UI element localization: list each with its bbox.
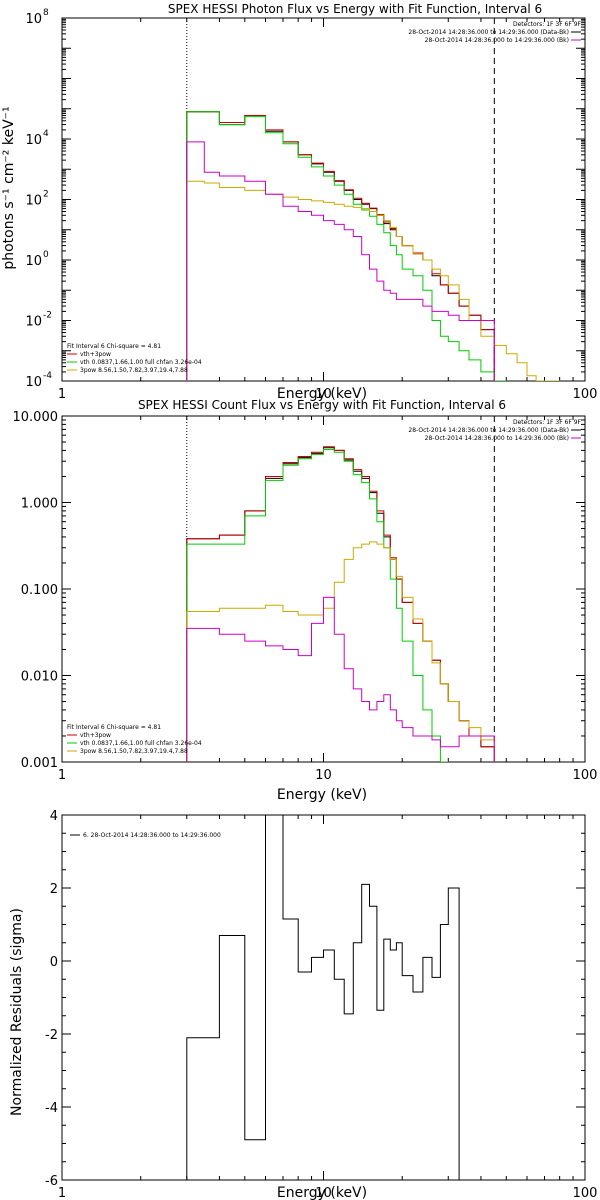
x-tick-label: 1 xyxy=(58,1186,66,1200)
y-tick-label: 10 xyxy=(25,375,42,390)
legend-header: Detectors: 1F 3F 6F 9F xyxy=(513,21,582,28)
legend-entry: 3pow 8.56,1.50,7.82,3.97,19.4,7.88 xyxy=(80,367,188,374)
x-tick-label: 1 xyxy=(58,768,66,783)
series-line-6 xyxy=(186,815,460,1180)
x-tick-label: 10 xyxy=(315,387,332,402)
count-flux-xlabel: Energy (keV) xyxy=(277,787,367,803)
legend-entry: 28-Oct-2014 14:28:36.000 to 14:29:36.000… xyxy=(408,29,569,36)
series-line-vth xyxy=(186,449,449,762)
legend-header: Detectors: 1F 3F 6F 9F xyxy=(513,419,582,426)
count-flux-panel: SPEX HESSI Count Flux vs Energy with Fit… xyxy=(13,398,598,803)
series-line-bk xyxy=(186,596,495,762)
legend-entry: vth+3pow xyxy=(80,351,111,358)
photon-flux-ylabel: photons s⁻¹ cm⁻² keV⁻¹ xyxy=(1,106,17,269)
count-flux-title: SPEX HESSI Count Flux vs Energy with Fit… xyxy=(138,398,506,412)
y-tick-exponent: 4 xyxy=(43,129,49,139)
y-tick-label: -2 xyxy=(45,1028,58,1043)
series-line-3pow xyxy=(186,541,495,762)
legend-entry: 28-Oct-2014 14:28:36.000 to 14:29:36.000… xyxy=(425,435,569,442)
legend-entry: vth+3pow xyxy=(80,732,111,739)
legend-entry: vth 0.0837,1.66,1.00 full chfan 3.26e-04 xyxy=(80,359,202,366)
residuals-panel: Energy (keV) Normalized Residuals (sigma… xyxy=(9,809,597,1200)
legend-entry: 28-Oct-2014 14:28:36.000 to 14:29:36.000… xyxy=(408,427,569,434)
y-tick-exponent: 8 xyxy=(43,8,49,18)
series-line-vth-3pow xyxy=(186,111,495,381)
photon-flux-xlabel: Energy (keV) xyxy=(277,386,367,402)
photon-flux-panel: SPEX HESSI Photon Flux vs Energy with Fi… xyxy=(1,2,598,402)
x-tick-label: 100 xyxy=(573,768,598,783)
y-tick-label: 1.000 xyxy=(21,497,58,512)
y-tick-label: 0.001 xyxy=(21,756,58,771)
x-tick-label: 1 xyxy=(58,387,66,402)
y-tick-exponent: -4 xyxy=(43,371,52,381)
series-line-data-bk xyxy=(186,447,495,762)
y-tick-label: 0.100 xyxy=(21,583,58,598)
series-line-3pow xyxy=(186,180,561,381)
y-tick-label: 10 xyxy=(25,194,42,209)
legend-entry: 3pow 8.56,1.50,7.82,3.97,19.4,7.88 xyxy=(80,748,188,755)
legend-header: Fit Interval 6 Chi-square = 4.81 xyxy=(67,724,161,731)
series-line-vth xyxy=(186,111,507,381)
series-line-data-bk xyxy=(186,111,495,381)
y-tick-label: 10 xyxy=(25,133,42,148)
residuals-xlabel: Energy (keV) xyxy=(277,1185,367,1200)
plot-frame xyxy=(61,17,586,382)
plot-frame xyxy=(61,415,586,763)
y-tick-label: -6 xyxy=(45,1174,58,1189)
y-tick-label: -4 xyxy=(45,1101,58,1116)
residuals-ylabel: Normalized Residuals (sigma) xyxy=(9,908,25,1116)
y-tick-exponent: 0 xyxy=(43,250,49,260)
y-tick-label: 10 xyxy=(25,315,42,330)
y-tick-exponent: 2 xyxy=(43,190,49,200)
plot-frame xyxy=(61,814,586,1181)
y-tick-exponent: -2 xyxy=(43,311,52,321)
y-tick-label: 2 xyxy=(50,882,58,897)
y-tick-label: 4 xyxy=(50,809,58,824)
y-tick-label: 10.000 xyxy=(13,410,59,425)
x-tick-label: 10 xyxy=(315,1186,332,1200)
series-line-vth-3pow xyxy=(186,446,495,762)
legend-header: Fit Interval 6 Chi-square = 4.81 xyxy=(67,343,161,350)
y-tick-label: 0 xyxy=(50,955,58,970)
series-line-bk xyxy=(186,141,495,381)
x-tick-label: 100 xyxy=(573,387,598,402)
legend-entry: 28-Oct-2014 14:28:36.000 to 14:29:36.000… xyxy=(425,37,569,44)
x-tick-label: 10 xyxy=(315,768,332,783)
y-tick-label: 0.010 xyxy=(21,670,58,685)
y-tick-label: 10 xyxy=(25,12,42,27)
y-tick-label: 10 xyxy=(25,254,42,269)
legend-entry: 6. 28-Oct-2014 14:28:36.000 to 14:29:36.… xyxy=(83,832,221,839)
legend-entry: vth 0.0837,1.66,1.00 full chfan 3.26e-04 xyxy=(80,740,202,747)
x-tick-label: 100 xyxy=(573,1186,598,1200)
photon-flux-title: SPEX HESSI Photon Flux vs Energy with Fi… xyxy=(168,2,542,16)
